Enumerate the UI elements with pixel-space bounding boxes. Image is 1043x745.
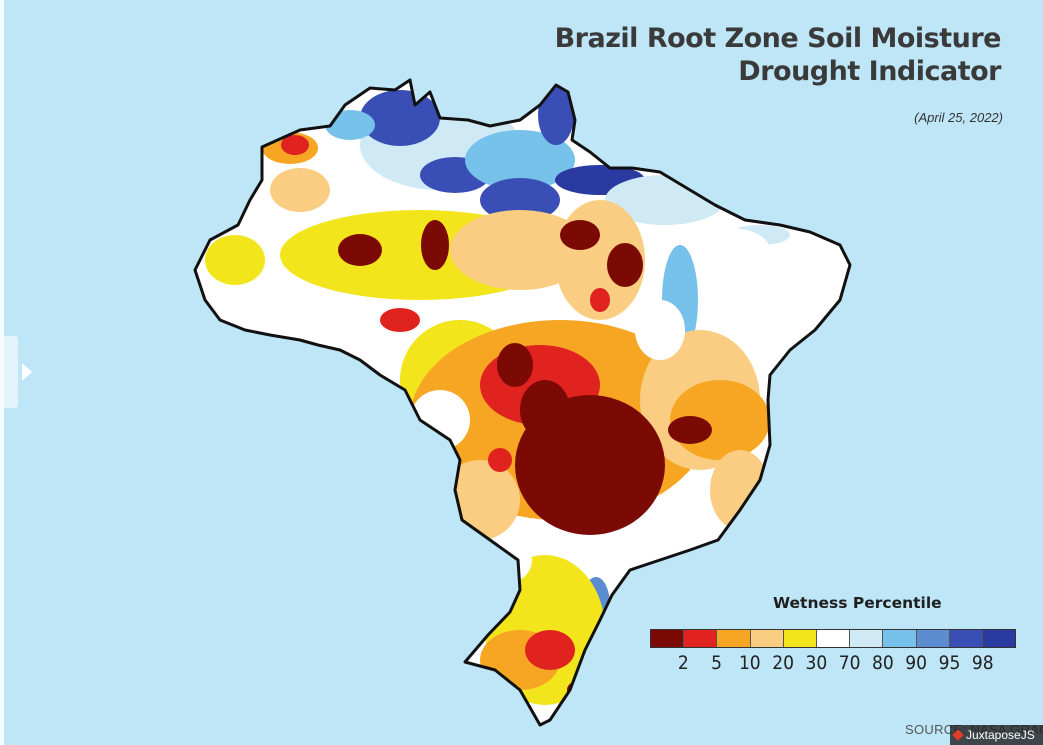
legend-tick-label: 10 [738,652,761,674]
title-line-1: Brazil Root Zone Soil Moisture [554,23,1002,54]
legend-tick-label: 95 [938,652,961,674]
legend-swatch-4 [783,630,817,647]
slider-arrow-icon [22,363,32,381]
legend-tick-label: 80 [872,652,894,674]
title-line-2: Drought Indicator [738,56,1001,87]
legend-swatch-8 [916,630,950,647]
legend-tick-label: 90 [905,652,928,674]
country-outline [193,78,852,727]
extreme-dry-regions [281,135,712,698]
legend-swatch-5 [816,630,851,647]
legend-tick-label: 5 [711,652,722,674]
slider-handle[interactable] [4,336,18,408]
slider-divider[interactable] [0,0,4,745]
legend-swatch-2 [717,630,751,647]
juxtapose-logo-icon [952,729,964,741]
legend-swatch-1 [684,630,718,647]
map-title: Brazil Root Zone Soil Moisture Drought I… [554,22,1002,88]
legend-tick-label: 70 [838,652,861,674]
legend-swatch-6 [850,630,884,647]
legend-tick-label: 2 [677,652,689,674]
credit-text: JuxtaposeJS [966,728,1035,742]
legend-swatch-7 [883,630,917,647]
map-date: (April 25, 2022) [914,110,1003,125]
legend-tick-label: 30 [805,652,828,674]
legend-tick-label: 98 [971,652,994,674]
legend-swatch-10 [982,630,1016,647]
legend-swatch-9 [949,630,983,647]
legend-color-bar [650,629,1016,648]
juxtapose-credit[interactable]: JuxtaposeJS [950,725,1043,745]
legend-tick-label: 20 [772,652,794,674]
legend-swatch-3 [750,630,784,647]
legend-swatch-0 [651,630,685,647]
legend-title: Wetness Percentile [773,594,942,612]
